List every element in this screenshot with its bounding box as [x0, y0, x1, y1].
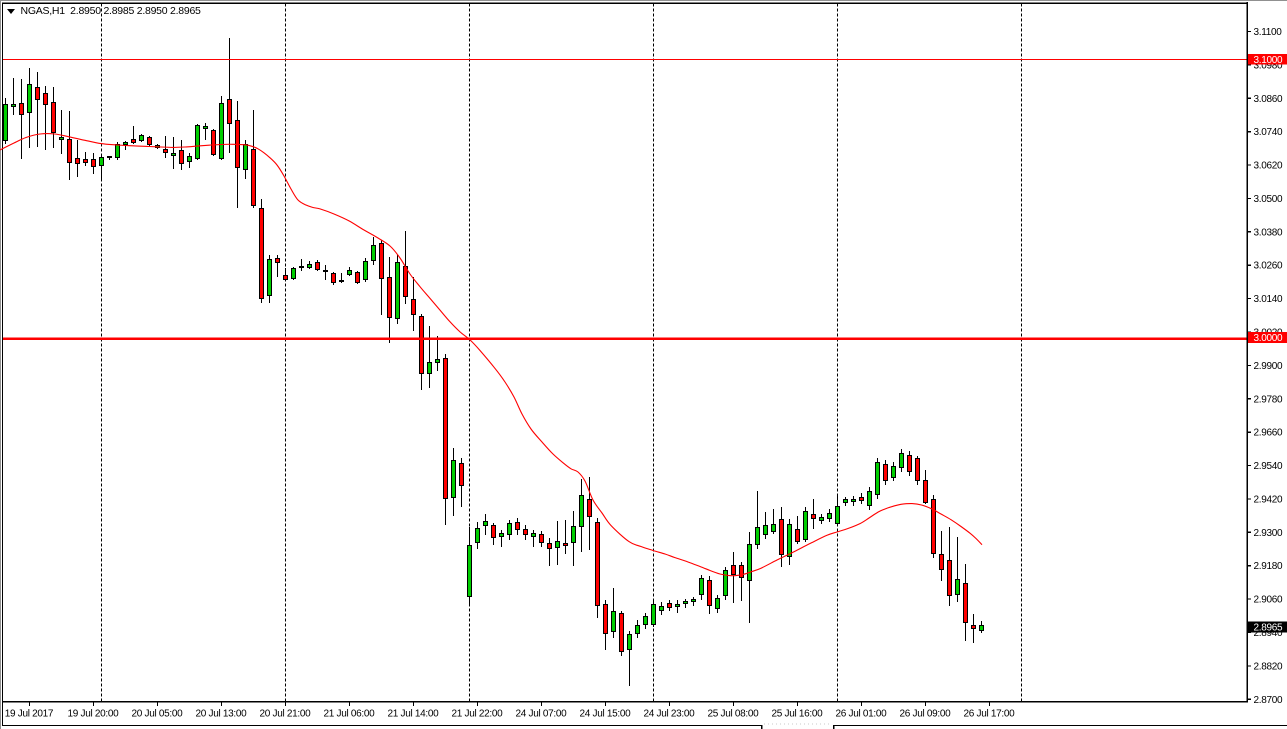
svg-text:25 Jul 16:00: 25 Jul 16:00 [772, 709, 824, 720]
svg-text:2.9540: 2.9540 [1254, 461, 1284, 472]
svg-text:3.0260: 3.0260 [1254, 261, 1284, 272]
svg-text:2.8820: 2.8820 [1254, 661, 1284, 672]
svg-text:26 Jul 01:00: 26 Jul 01:00 [836, 709, 888, 720]
svg-text:2.9420: 2.9420 [1254, 495, 1284, 506]
svg-text:19 Jul 2017: 19 Jul 2017 [5, 709, 54, 720]
svg-text:3.0980: 3.0980 [1254, 60, 1284, 71]
svg-text:26 Jul 17:00: 26 Jul 17:00 [964, 709, 1016, 720]
svg-text:24 Jul 07:00: 24 Jul 07:00 [516, 709, 568, 720]
svg-text:3.0740: 3.0740 [1254, 127, 1284, 138]
svg-text:3.0000: 3.0000 [1254, 333, 1284, 344]
svg-text:3.1000: 3.1000 [1254, 55, 1284, 66]
svg-text:2.9900: 2.9900 [1254, 361, 1284, 372]
svg-text:3.1100: 3.1100 [1254, 27, 1283, 38]
svg-text:2.9660: 2.9660 [1254, 428, 1284, 439]
svg-text:24 Jul 15:00: 24 Jul 15:00 [580, 709, 632, 720]
svg-text:19 Jul 20:00: 19 Jul 20:00 [68, 709, 120, 720]
svg-text:NGAS,H1 2.8950 2.8985 2.8950: NGAS,H1 2.8950 2.8985 2.8950 2.8965 [21, 5, 202, 17]
svg-text:2.9060: 2.9060 [1254, 595, 1284, 606]
svg-text:21 Jul 14:00: 21 Jul 14:00 [388, 709, 440, 720]
svg-text:26 Jul 09:00: 26 Jul 09:00 [900, 709, 952, 720]
svg-text:2.8700: 2.8700 [1254, 695, 1284, 706]
svg-text:20 Jul 05:00: 20 Jul 05:00 [132, 709, 184, 720]
svg-text:2.9180: 2.9180 [1254, 561, 1284, 572]
svg-text:2.8940: 2.8940 [1254, 628, 1284, 639]
svg-text:3.0500: 3.0500 [1254, 194, 1284, 205]
svg-text:20 Jul 13:00: 20 Jul 13:00 [196, 709, 248, 720]
svg-text:2.9300: 2.9300 [1254, 528, 1284, 539]
svg-text:3.0860: 3.0860 [1254, 94, 1284, 105]
svg-text:21 Jul 06:00: 21 Jul 06:00 [324, 709, 376, 720]
svg-text:3.0140: 3.0140 [1254, 294, 1284, 305]
svg-text:24 Jul 23:00: 24 Jul 23:00 [644, 709, 696, 720]
svg-text:2.9780: 2.9780 [1254, 394, 1284, 405]
svg-text:25 Jul 08:00: 25 Jul 08:00 [708, 709, 760, 720]
svg-text:21 Jul 22:00: 21 Jul 22:00 [452, 709, 504, 720]
svg-text:3.0620: 3.0620 [1254, 161, 1284, 172]
svg-text:3.0380: 3.0380 [1254, 227, 1284, 238]
svg-text:20 Jul 21:00: 20 Jul 21:00 [260, 709, 312, 720]
svg-text:2.8965: 2.8965 [1254, 623, 1284, 634]
